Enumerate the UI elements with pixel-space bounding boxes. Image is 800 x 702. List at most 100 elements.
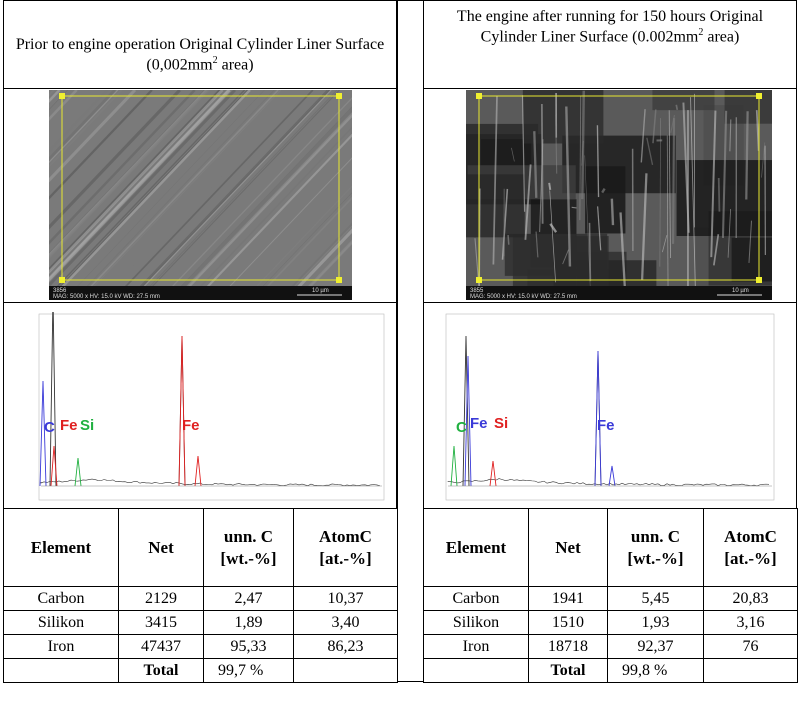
sem-scratch xyxy=(49,90,231,282)
sem-scratch xyxy=(139,90,340,300)
spectrum-peak xyxy=(50,445,58,487)
sem-groove xyxy=(721,110,728,238)
table-cell: Carbon xyxy=(3,586,119,611)
table-cell: Silikon xyxy=(3,610,119,635)
total-label: Total xyxy=(528,658,608,683)
sem-groove xyxy=(640,109,646,163)
heading-text: area) xyxy=(217,56,254,74)
sem-groove xyxy=(535,231,539,258)
sem-groove xyxy=(501,188,509,260)
heading-text: The engine after running for 150 hours O… xyxy=(456,8,764,46)
sem-scratch xyxy=(284,228,352,300)
spectrum: C Fe Si Fe xyxy=(445,313,775,501)
sem-scratch xyxy=(49,90,118,163)
table-cell xyxy=(703,658,798,683)
spectrum-peak xyxy=(74,457,82,487)
sem-groove xyxy=(565,106,572,267)
sem-block xyxy=(652,90,715,111)
sem-groove xyxy=(596,125,600,198)
sem-scratch xyxy=(49,90,222,273)
sem-scratch xyxy=(49,90,210,259)
table-cell: 2,47 xyxy=(203,586,294,611)
sem-groove xyxy=(666,135,669,295)
sem-scratch xyxy=(49,90,248,300)
sem-scratch xyxy=(254,196,352,300)
spectrum-peak xyxy=(608,465,616,487)
sem-block xyxy=(522,90,604,144)
table-cell xyxy=(293,658,398,683)
sem-groove xyxy=(682,102,690,233)
sem-groove xyxy=(675,104,679,111)
sem-groove xyxy=(646,137,654,166)
sem-scratch xyxy=(126,90,328,300)
sem-scratch xyxy=(159,97,352,300)
sem-groove xyxy=(713,234,720,266)
sem-handle xyxy=(756,277,762,283)
sem-frame xyxy=(61,95,340,281)
table-cell: 1,93 xyxy=(607,610,704,635)
sem-scratch xyxy=(49,90,246,297)
sem-scratch xyxy=(294,239,352,300)
table-cell: 10,37 xyxy=(293,586,398,611)
sem-groove xyxy=(748,220,753,263)
table-cell: 95,33 xyxy=(203,634,294,659)
spectrum-label: C xyxy=(456,419,467,436)
sem-scratch xyxy=(194,133,352,300)
sem-handle xyxy=(476,277,482,283)
table-cell: 3,16 xyxy=(703,610,798,635)
spectrum-label: Fe xyxy=(470,415,488,432)
sem-scratch xyxy=(187,126,352,300)
sem-caption-bar xyxy=(49,286,352,300)
sem-groove xyxy=(761,142,766,178)
table-cell: 47437 xyxy=(118,634,204,659)
sem-groove xyxy=(524,164,532,240)
spectrum-label: Fe xyxy=(60,417,78,434)
spectrum-label: Fe xyxy=(182,417,200,434)
sem-scratch xyxy=(130,90,332,300)
sem-groove xyxy=(584,155,591,290)
sem-settings: MAG: 5000 x HV: 15.0 kV WD: 27.5 mm xyxy=(53,294,160,300)
sem-frame xyxy=(478,95,760,281)
sem-scratch xyxy=(49,90,123,168)
sem-scratch xyxy=(49,90,109,153)
table-header: Net xyxy=(118,508,204,587)
sem-groove xyxy=(533,131,538,198)
total-value: 99,7 % xyxy=(203,658,294,683)
sem-scale: 10 µm xyxy=(732,288,749,294)
sem-caption-bar xyxy=(466,286,772,300)
sem-scratch xyxy=(49,90,137,183)
sem-scratch xyxy=(136,90,338,300)
spectrum: C Fe Si Fe xyxy=(38,312,385,501)
spectrum-background xyxy=(447,478,770,487)
sem-groove xyxy=(549,223,558,233)
sem-handle xyxy=(756,93,762,99)
spectrum-peak xyxy=(49,312,57,487)
sem-groove xyxy=(710,110,717,258)
sem-settings: MAG: 5000 x HV: 15.0 kV WD: 27.5 mm xyxy=(470,294,577,300)
table-cell: 76 xyxy=(703,634,798,659)
table-header: Net xyxy=(528,508,608,587)
table-header: unn. C [wt.-%] xyxy=(203,508,294,587)
spectrum-peak xyxy=(178,335,186,487)
table-cell: 18718 xyxy=(528,634,608,659)
sem-groove xyxy=(511,147,515,162)
spectrum-peak xyxy=(39,380,47,487)
sem-groove xyxy=(662,235,668,253)
sem-scratch xyxy=(101,90,304,300)
sem-scratch xyxy=(73,90,275,300)
sem-scratch xyxy=(49,90,95,139)
sem-block xyxy=(731,237,772,282)
spectrum-peak xyxy=(450,445,458,487)
sem-groove xyxy=(571,206,577,209)
sem-groove xyxy=(659,118,661,267)
sem-groove xyxy=(555,114,558,174)
sem-scratch xyxy=(278,222,352,300)
spectrum-label: Si xyxy=(80,417,94,434)
sem-groove xyxy=(579,95,582,221)
sem-groove xyxy=(507,234,510,245)
spectrum-frame xyxy=(38,313,385,501)
sem-scratch xyxy=(49,90,224,274)
sem-scratch xyxy=(175,114,352,300)
table-cell: 86,23 xyxy=(293,634,398,659)
table-header: unn. C [wt.-%] xyxy=(607,508,704,587)
